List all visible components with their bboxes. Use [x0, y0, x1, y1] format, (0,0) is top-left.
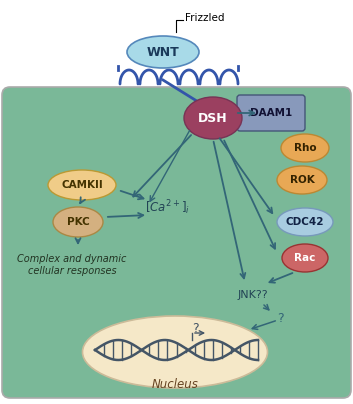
Ellipse shape: [83, 316, 268, 388]
Text: DSH: DSH: [198, 112, 228, 124]
Text: ?: ?: [277, 311, 283, 324]
Ellipse shape: [48, 170, 116, 200]
Ellipse shape: [184, 97, 242, 139]
Text: ROK: ROK: [289, 175, 315, 185]
Ellipse shape: [281, 134, 329, 162]
FancyBboxPatch shape: [2, 87, 351, 398]
Text: Rac: Rac: [294, 253, 316, 263]
Text: Nucleus: Nucleus: [151, 379, 198, 391]
Ellipse shape: [277, 208, 333, 236]
Text: CDC42: CDC42: [286, 217, 324, 227]
Text: Rho: Rho: [294, 143, 316, 153]
FancyBboxPatch shape: [237, 95, 305, 131]
Text: WNT: WNT: [146, 46, 179, 59]
Text: JNK??: JNK??: [238, 290, 268, 300]
Text: $[Ca^{2+}]_i$: $[Ca^{2+}]_i$: [145, 199, 191, 217]
Ellipse shape: [277, 166, 327, 194]
Text: PKC: PKC: [67, 217, 89, 227]
Ellipse shape: [127, 36, 199, 68]
Text: Complex and dynamic
cellular responses: Complex and dynamic cellular responses: [17, 254, 127, 276]
Text: DAAM1: DAAM1: [250, 108, 292, 118]
Text: Frizzled: Frizzled: [185, 13, 225, 23]
Text: CAMKII: CAMKII: [61, 180, 103, 190]
Text: ?: ?: [192, 322, 198, 335]
Ellipse shape: [53, 207, 103, 237]
Ellipse shape: [282, 244, 328, 272]
